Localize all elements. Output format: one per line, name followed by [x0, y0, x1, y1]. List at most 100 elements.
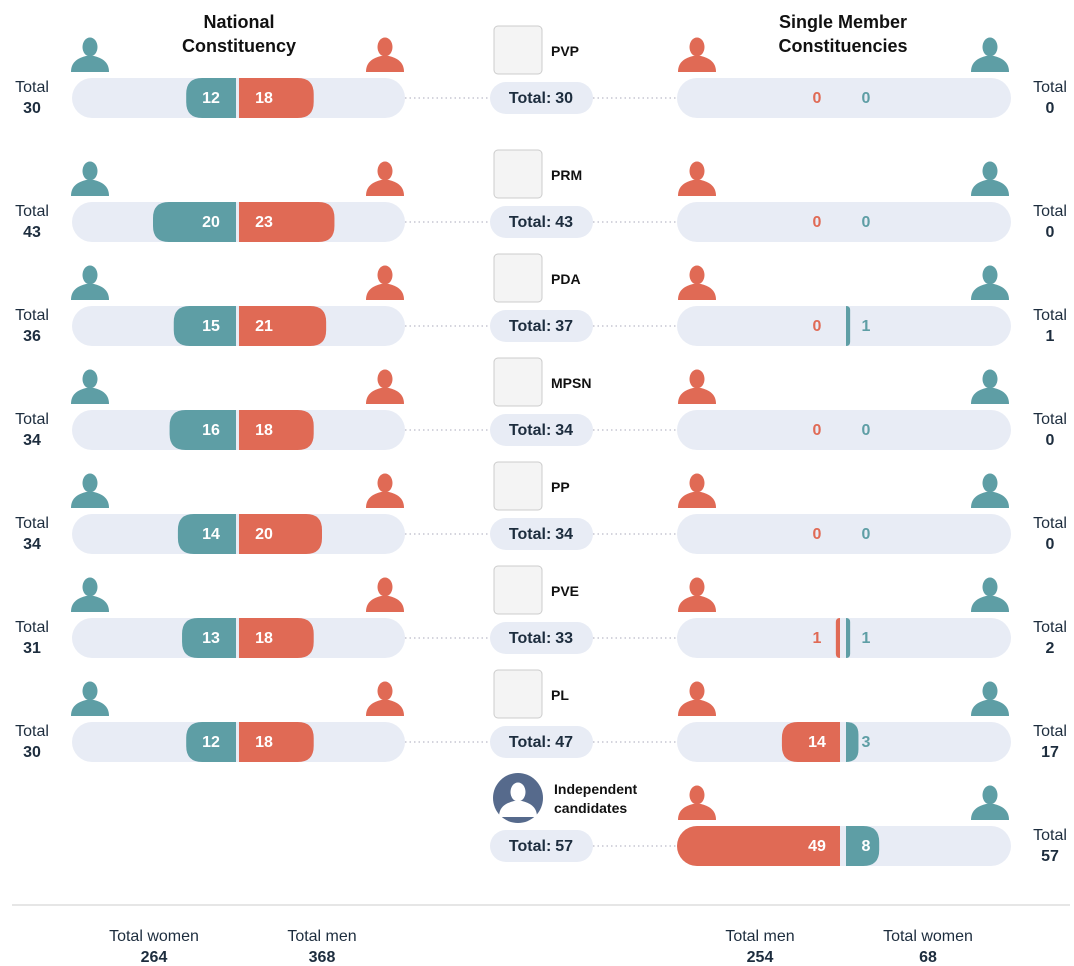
party-total-value: 33: [555, 630, 573, 647]
person-head: [82, 37, 98, 57]
person-head: [377, 37, 393, 57]
bar-label: 0: [862, 526, 871, 543]
track: [72, 202, 405, 242]
person-icon: [678, 577, 716, 612]
bar-label: 18: [255, 422, 273, 439]
person-icon: [366, 161, 404, 196]
person-head: [689, 785, 705, 805]
total-value: 30: [23, 100, 41, 117]
person-icon: [971, 37, 1009, 72]
party-total-label: Total:: [509, 630, 551, 647]
person-body: [366, 180, 404, 196]
party-name: Independent candidates: [554, 781, 638, 816]
bar-label: 12: [202, 734, 220, 751]
total-label: Total: [15, 515, 49, 532]
bar-label: 0: [813, 526, 822, 543]
person-body: [71, 388, 109, 404]
person-icon: [71, 161, 109, 196]
total-value: 0: [1046, 224, 1055, 241]
party-total-value: 34: [555, 526, 573, 543]
total-label: Total: [1033, 79, 1067, 96]
person-head: [377, 577, 393, 597]
bar: [182, 618, 236, 658]
person-body: [678, 492, 716, 508]
total-label: Total: [1033, 515, 1067, 532]
total-label: Total: [15, 79, 49, 96]
person-icon: [678, 473, 716, 508]
bar-label: 15: [202, 318, 220, 335]
party-logo: [493, 461, 543, 511]
bar-label: 18: [255, 630, 273, 647]
party-total: Total: 34: [509, 422, 573, 439]
bar-label: 14: [808, 734, 826, 751]
person-head: [982, 161, 998, 181]
person-head: [82, 161, 98, 181]
track: [677, 722, 1011, 762]
party-name: PVP: [551, 43, 580, 59]
total-label: Total: [15, 203, 49, 220]
bar-label: 49: [808, 838, 826, 855]
person-icon: [971, 577, 1009, 612]
bar-label: 14: [202, 526, 220, 543]
bar-label: 0: [862, 90, 871, 107]
person-body: [678, 700, 716, 716]
bar-label: 18: [255, 90, 273, 107]
person-head: [82, 577, 98, 597]
party-name: PRM: [551, 167, 583, 183]
person-body: [366, 596, 404, 612]
footer-value: 254: [747, 949, 774, 966]
person-head: [82, 473, 98, 493]
person-body: [971, 492, 1009, 508]
person-body: [678, 284, 716, 300]
person-icon: [71, 577, 109, 612]
bar: [781, 722, 840, 762]
person-body: [971, 56, 1009, 72]
person-body: [71, 284, 109, 300]
bar: [239, 306, 327, 346]
person-icon: [678, 785, 716, 820]
bar: [169, 410, 236, 450]
total-value: 17: [1041, 744, 1059, 761]
track: [677, 202, 1011, 242]
total-pill: [490, 622, 593, 654]
person-body: [499, 801, 537, 817]
footer-label: Total women: [109, 928, 199, 945]
person-body: [678, 388, 716, 404]
party-total: Total: 57: [509, 838, 573, 855]
person-head: [377, 473, 393, 493]
party-total-value: 43: [555, 214, 573, 231]
bar: [846, 306, 851, 346]
footer-label: Total men: [287, 928, 356, 945]
bar: [186, 78, 236, 118]
party-name: PP: [551, 479, 570, 495]
person-head: [377, 161, 393, 181]
logo-box: [493, 25, 543, 75]
bar-label: 20: [202, 214, 220, 231]
person-head: [82, 369, 98, 389]
person-head: [377, 265, 393, 285]
bar: [239, 78, 314, 118]
party-total-label: Total:: [509, 422, 551, 439]
total-value: 0: [1046, 536, 1055, 553]
party-total: Total: 43: [509, 214, 573, 231]
bar-label: 1: [813, 630, 822, 647]
track: [677, 618, 1011, 658]
logo-box: [493, 565, 543, 615]
party-logo: [493, 149, 543, 199]
party-total-label: Total:: [509, 318, 551, 335]
total-value: 34: [23, 536, 41, 553]
party-logo: [493, 565, 543, 615]
person-icon: [71, 265, 109, 300]
bar-label: 23: [255, 214, 273, 231]
bar-label: 12: [202, 90, 220, 107]
bar-label: 18: [255, 734, 273, 751]
party-total-value: 57: [555, 838, 573, 855]
total-pill: [490, 82, 593, 114]
person-icon: [971, 473, 1009, 508]
bar: [239, 514, 322, 554]
track: [72, 722, 405, 762]
party-total: Total: 34: [509, 526, 573, 543]
bar-label: 0: [862, 422, 871, 439]
party-name: PL: [551, 687, 569, 703]
person-body: [971, 180, 1009, 196]
